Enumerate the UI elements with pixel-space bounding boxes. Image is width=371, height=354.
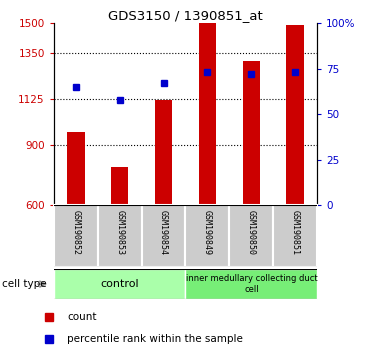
Bar	[142, 205, 186, 267]
Bar	[54, 269, 185, 299]
Bar	[186, 205, 229, 267]
Bar	[111, 167, 128, 205]
Bar	[273, 205, 317, 267]
Text: GSM190853: GSM190853	[115, 210, 124, 255]
Text: GSM190850: GSM190850	[247, 210, 256, 255]
Text: GSM190854: GSM190854	[159, 210, 168, 255]
Bar	[98, 205, 142, 267]
Text: GSM190849: GSM190849	[203, 210, 212, 255]
Text: GSM190851: GSM190851	[291, 210, 300, 255]
Text: cell type: cell type	[2, 279, 46, 289]
Bar	[155, 100, 172, 205]
Bar	[286, 25, 304, 205]
Bar	[243, 62, 260, 205]
Bar	[229, 205, 273, 267]
Text: percentile rank within the sample: percentile rank within the sample	[67, 334, 243, 344]
Bar	[186, 269, 317, 299]
Bar	[198, 23, 216, 205]
Text: control: control	[100, 279, 139, 289]
Bar	[67, 132, 85, 205]
Text: count: count	[67, 312, 96, 322]
Title: GDS3150 / 1390851_at: GDS3150 / 1390851_at	[108, 9, 263, 22]
Text: GSM190852: GSM190852	[71, 210, 80, 255]
Text: inner medullary collecting duct
cell: inner medullary collecting duct cell	[186, 274, 317, 294]
Bar	[54, 205, 98, 267]
